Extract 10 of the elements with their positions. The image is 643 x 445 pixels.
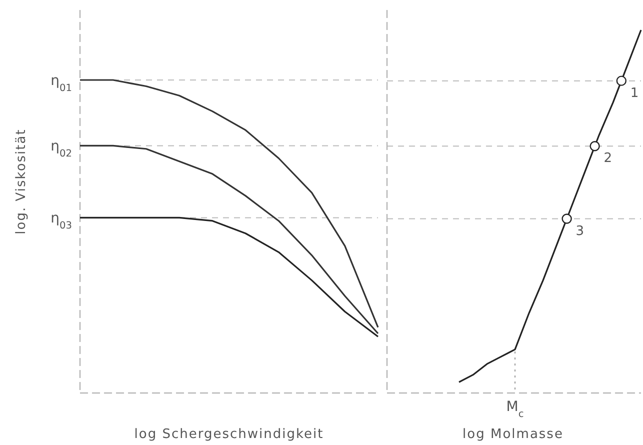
annotation: 3 xyxy=(576,224,584,239)
ref-line-label: η$_{01}$ xyxy=(50,73,72,94)
ref-line-label: η$_{02}$ xyxy=(50,138,72,160)
ref-line-label: η$_{03}$ xyxy=(50,210,72,232)
x-axis-title: log Schergeschwindigkeit xyxy=(134,427,324,442)
y-axis-title: log. Viskosität xyxy=(14,128,29,234)
text: M$_{c}$ xyxy=(506,399,524,420)
annotation: 2 xyxy=(604,151,612,166)
x-axis-title: log Molmasse xyxy=(462,427,564,442)
annotation: 1 xyxy=(630,86,639,101)
